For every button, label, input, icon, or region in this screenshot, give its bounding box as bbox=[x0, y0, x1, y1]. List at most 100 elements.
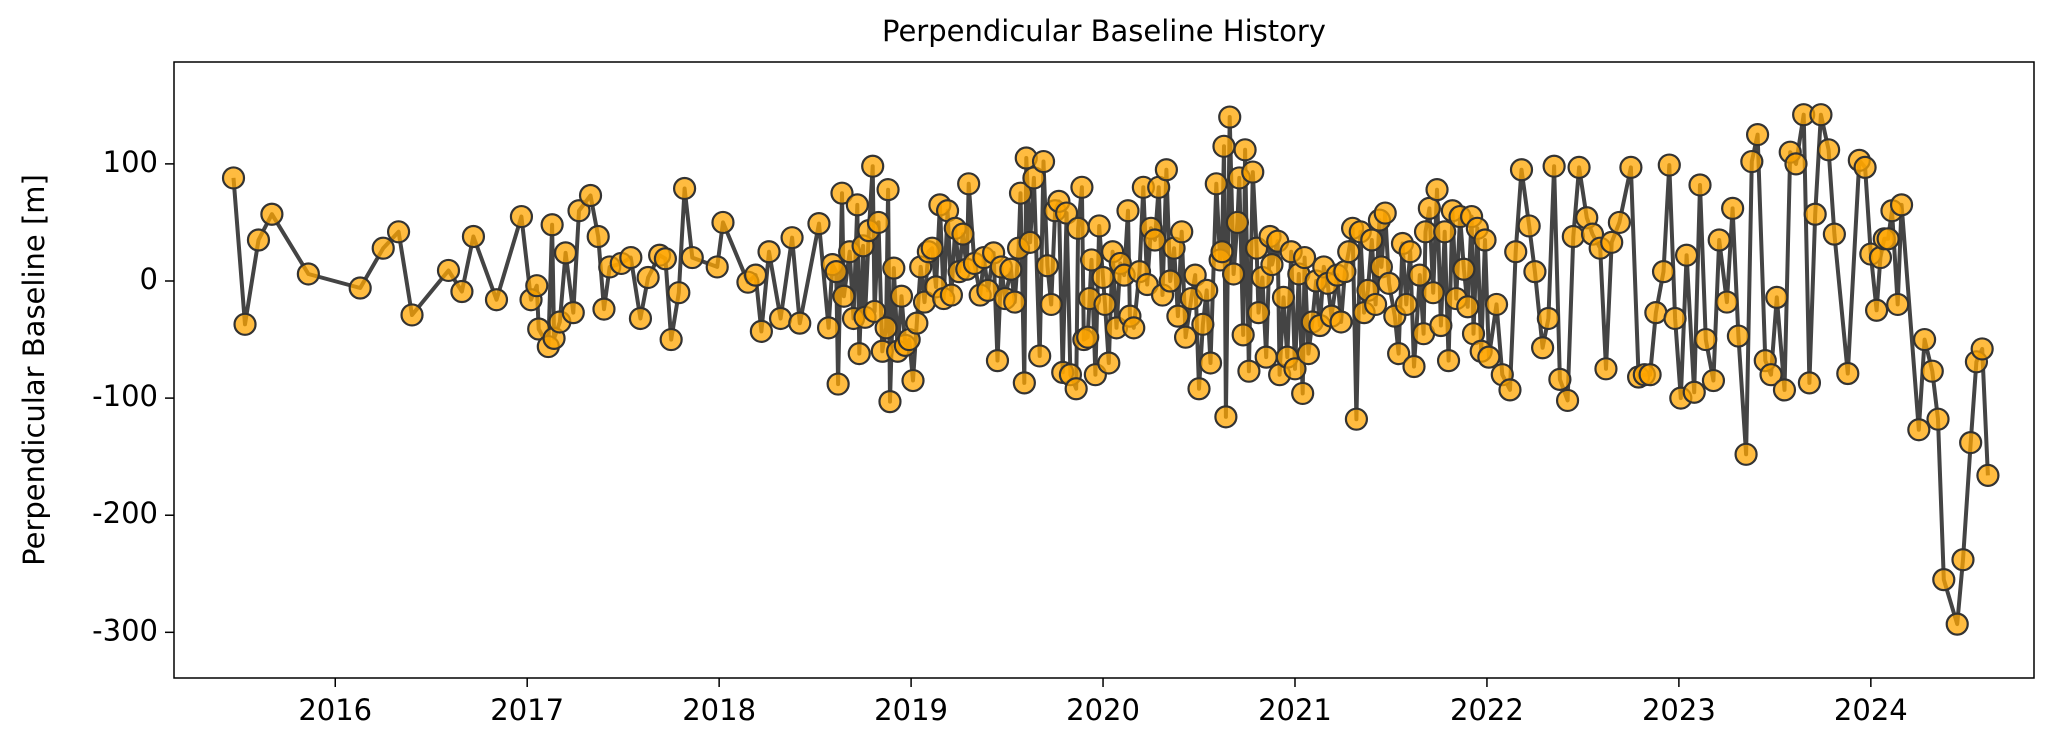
marker bbox=[1283, 357, 1307, 381]
marker bbox=[1663, 306, 1687, 331]
marker bbox=[484, 288, 509, 312]
marker bbox=[1555, 388, 1580, 413]
marker bbox=[1246, 301, 1271, 325]
marker bbox=[400, 303, 424, 327]
marker bbox=[1473, 228, 1497, 252]
x-tick-label: 2023 bbox=[1642, 693, 1716, 727]
marker bbox=[1548, 367, 1572, 391]
marker bbox=[1166, 304, 1190, 328]
marker bbox=[788, 311, 812, 335]
marker bbox=[1402, 354, 1426, 379]
marker bbox=[1337, 240, 1361, 264]
marker bbox=[878, 390, 902, 414]
marker bbox=[1398, 240, 1422, 264]
marker bbox=[1210, 240, 1234, 264]
marker bbox=[1759, 363, 1783, 387]
marker bbox=[1452, 257, 1476, 281]
y-tick-label: 0 bbox=[140, 262, 158, 296]
marker bbox=[667, 281, 691, 305]
marker bbox=[1784, 152, 1808, 176]
marker bbox=[348, 276, 372, 300]
marker bbox=[1408, 263, 1432, 287]
marker bbox=[1803, 202, 1827, 226]
marker bbox=[780, 226, 804, 250]
marker bbox=[1158, 269, 1182, 293]
marker bbox=[1726, 324, 1750, 348]
marker bbox=[832, 284, 856, 308]
marker bbox=[1701, 368, 1726, 393]
marker bbox=[1214, 405, 1238, 429]
marker bbox=[260, 202, 284, 226]
marker bbox=[1204, 172, 1228, 196]
marker bbox=[866, 210, 891, 235]
marker bbox=[882, 256, 906, 280]
marker bbox=[1237, 359, 1261, 383]
marker bbox=[233, 312, 257, 336]
marker bbox=[1012, 371, 1036, 395]
marker bbox=[1484, 292, 1509, 317]
marker bbox=[1674, 243, 1699, 267]
marker bbox=[1853, 155, 1877, 179]
marker bbox=[1187, 377, 1211, 401]
marker bbox=[1054, 201, 1079, 225]
marker bbox=[1433, 220, 1457, 244]
marker bbox=[1836, 361, 1860, 386]
y-axis-label: Perpendicular Baseline [m] bbox=[17, 174, 51, 566]
marker bbox=[830, 181, 854, 205]
marker bbox=[1231, 323, 1255, 347]
marker bbox=[1745, 123, 1770, 147]
marker bbox=[1932, 568, 1956, 592]
marker bbox=[1064, 377, 1088, 401]
y-tick-label: 100 bbox=[103, 145, 158, 179]
marker bbox=[450, 279, 474, 304]
marker bbox=[1912, 327, 1937, 352]
marker bbox=[1296, 342, 1321, 366]
marker bbox=[1886, 292, 1910, 317]
marker bbox=[1876, 227, 1900, 251]
marker bbox=[1373, 201, 1397, 225]
marker bbox=[1076, 325, 1100, 349]
marker bbox=[246, 228, 271, 252]
marker bbox=[1682, 380, 1706, 404]
marker bbox=[1271, 285, 1296, 309]
marker bbox=[1039, 292, 1063, 317]
marker bbox=[636, 265, 660, 290]
marker bbox=[1097, 351, 1121, 375]
marker bbox=[680, 245, 704, 270]
marker bbox=[1561, 224, 1585, 249]
marker bbox=[1951, 548, 1975, 572]
marker bbox=[578, 183, 603, 208]
marker bbox=[1387, 342, 1411, 366]
marker bbox=[845, 193, 869, 217]
marker bbox=[1198, 351, 1223, 375]
marker bbox=[951, 222, 975, 246]
marker bbox=[876, 178, 900, 202]
marker bbox=[824, 260, 848, 284]
marker bbox=[1765, 285, 1789, 309]
marker bbox=[816, 316, 841, 340]
marker bbox=[371, 236, 395, 260]
marker bbox=[1707, 228, 1731, 252]
marker bbox=[807, 212, 831, 236]
x-tick-label: 2022 bbox=[1450, 693, 1524, 727]
marker bbox=[1170, 220, 1194, 244]
marker bbox=[985, 349, 1010, 373]
marker bbox=[1907, 418, 1931, 442]
x-tick-label: 2024 bbox=[1834, 693, 1908, 727]
marker bbox=[1003, 290, 1027, 314]
marker bbox=[1066, 216, 1090, 240]
marker bbox=[659, 327, 683, 352]
marker bbox=[920, 236, 944, 260]
marker bbox=[1154, 158, 1178, 182]
marker bbox=[1531, 336, 1555, 360]
marker bbox=[509, 204, 534, 229]
marker bbox=[586, 224, 610, 249]
x-tick-label: 2021 bbox=[1258, 693, 1332, 727]
marker bbox=[1191, 312, 1215, 336]
marker bbox=[711, 210, 735, 235]
marker bbox=[1143, 228, 1167, 252]
marker bbox=[1657, 153, 1681, 177]
marker bbox=[221, 166, 246, 190]
marker bbox=[1567, 155, 1591, 179]
